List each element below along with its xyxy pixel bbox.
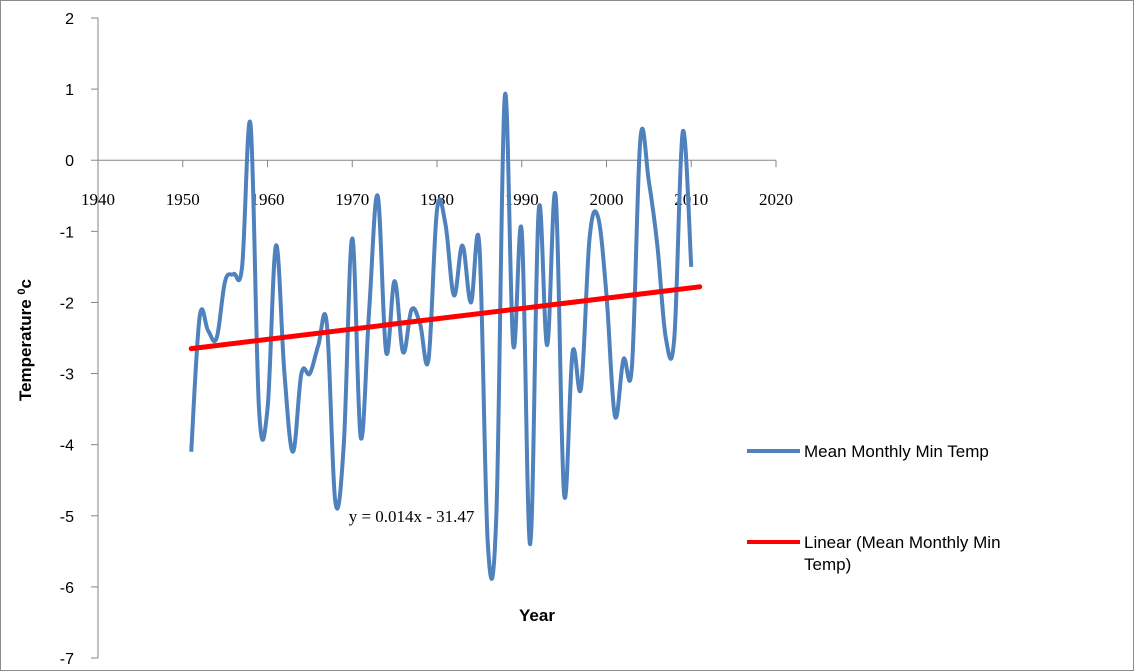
y-tick-label: 1 [65,82,74,99]
legend-label-series: Mean Monthly Min Temp [804,442,989,461]
x-tick-label: 1950 [166,190,200,209]
x-tick-label: 2020 [759,190,793,209]
x-tick-label: 2000 [590,190,624,209]
x-axis: 1940 1950 1960 1970 1980 1990 2000 2010 2020 [81,159,793,209]
x-axis-title: Year [519,606,555,625]
x-tick-label: 1970 [335,190,369,209]
y-axis: 2 1 0 -1 -2 -3 -4 -5 -6 -7 [60,11,99,668]
y-tick-label: -3 [60,367,74,384]
x-tick-label: 1940 [81,190,115,209]
y-tick-label: 0 [65,153,74,170]
y-tick-label: -1 [60,224,74,241]
y-tick-label: -7 [60,651,74,668]
x-tick-label: 1990 [505,190,539,209]
x-tick-label: 2010 [674,190,708,209]
x-tick-label: 1960 [251,190,285,209]
legend: Mean Monthly Min Temp Linear (Mean Month… [747,442,1005,574]
y-tick-label: -4 [60,438,74,455]
y-tick-label: -6 [60,580,74,597]
y-tick-label: -2 [60,295,74,312]
legend-item-series: Mean Monthly Min Temp [747,442,989,461]
trendline-linear [188,284,703,352]
series-line-mean-monthly-min-temp [189,91,694,581]
series-layer [188,91,703,581]
y-tick-label: 2 [65,11,74,28]
legend-item-trendline: Linear (Mean Monthly Min Temp) [747,533,1005,574]
legend-label-trendline: Linear (Mean Monthly Min Temp) [804,533,1005,574]
trendline-equation: y = 0.014x - 31.47 [349,507,475,526]
y-tick-label: -5 [60,509,74,526]
y-axis-title: Temperature 0c [16,279,35,401]
